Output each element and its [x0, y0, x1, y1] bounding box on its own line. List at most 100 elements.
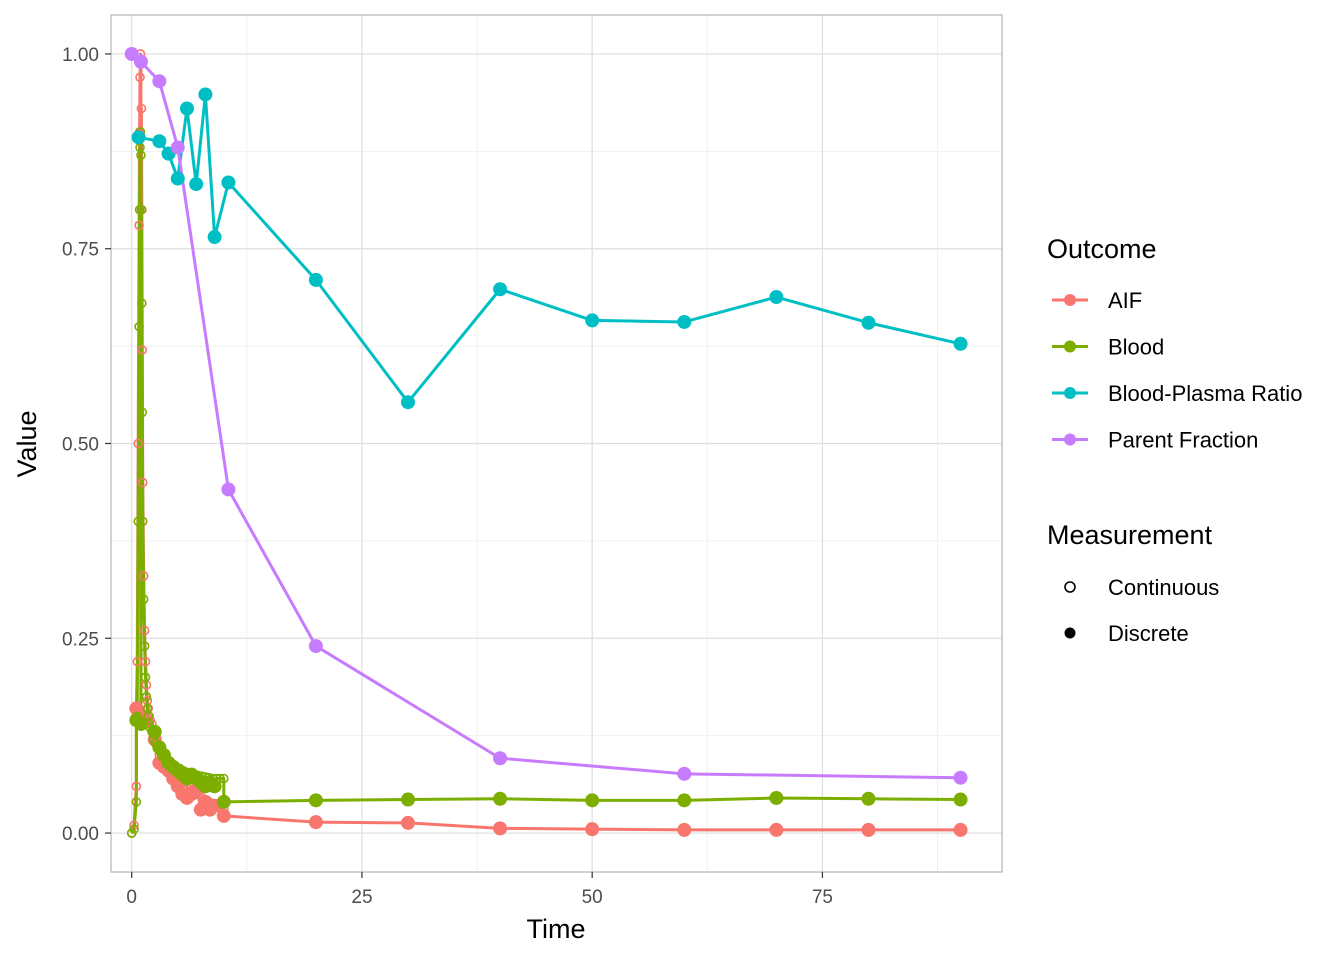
blood-continuous-point	[219, 773, 229, 784]
aif-continuous-point	[137, 477, 148, 488]
series-points	[124, 46, 968, 838]
legend-discrete-marker	[1064, 627, 1076, 639]
blood-plasma-ratio-discrete-point	[861, 315, 876, 330]
parent-fraction-discrete-point	[221, 482, 236, 497]
blood-discrete-point	[133, 716, 148, 731]
blood-plasma-ratio-discrete-point	[170, 171, 185, 186]
aif-discrete-point	[493, 821, 508, 836]
y-tick-label: 0.75	[62, 240, 99, 261]
aif-discrete-point	[861, 822, 876, 837]
blood-plasma-ratio-discrete-point	[221, 175, 236, 190]
y-axis-title: Value	[12, 410, 42, 477]
x-tick-label: 50	[582, 887, 603, 908]
y-tick-label: 0.25	[62, 629, 99, 650]
blood-continuous-point	[136, 150, 146, 161]
blood-plasma-ratio-discrete-point	[953, 336, 968, 351]
blood-plasma-ratio-discrete-point	[401, 395, 415, 410]
blood-continuous-point	[138, 594, 149, 605]
aif-continuous-point	[136, 103, 147, 114]
aif-discrete-point	[769, 822, 784, 837]
aif-continuous-point	[135, 72, 145, 83]
aif-discrete-point	[401, 815, 415, 830]
legend-continuous-marker	[1064, 581, 1076, 593]
x-axis-title: Time	[527, 914, 586, 944]
legend-aif-marker	[1064, 294, 1076, 306]
blood-plasma-ratio-discrete-point	[152, 134, 167, 149]
parent-fraction-discrete-point	[677, 766, 692, 781]
blood-continuous-point	[129, 824, 139, 834]
aif-continuous-point	[131, 781, 142, 792]
blood-plasma-ratio-discrete-point	[308, 272, 323, 287]
blood-continuous-point	[141, 691, 152, 702]
parent-fraction-discrete-point	[953, 770, 968, 785]
legend-measurement-items: Continuous Discrete	[1064, 575, 1219, 646]
blood-discrete-point	[953, 792, 968, 807]
legend-outcome-items: AIF Blood Blood-Plasma Ratio Parent Fractio…	[1052, 288, 1302, 453]
parent-fraction-discrete-point	[308, 639, 323, 654]
legend-blood-label: Blood	[1108, 335, 1164, 360]
parent-fraction-discrete-point	[124, 46, 139, 61]
x-tick-label: 0	[126, 887, 137, 908]
blood-continuous-point	[137, 298, 147, 309]
aif-discrete-point	[308, 815, 323, 830]
legend-blood-plasma-ratio-label: Blood-Plasma Ratio	[1108, 381, 1302, 406]
blood-continuous-point	[131, 797, 142, 807]
legend-aif-label: AIF	[1108, 288, 1142, 313]
blood-discrete-point	[401, 792, 415, 807]
blood-continuous-point	[140, 672, 151, 683]
blood-discrete-point	[147, 724, 162, 739]
parent-fraction-discrete-point	[152, 74, 167, 89]
legend-parent-fraction-marker	[1064, 433, 1076, 446]
blood-plasma-ratio-discrete-point	[585, 313, 600, 328]
parent-fraction-discrete-point	[133, 54, 148, 69]
blood-continuous-point	[134, 321, 144, 332]
legend-discrete-label: Discrete	[1108, 621, 1189, 646]
blood-plasma-ratio-discrete-point	[198, 87, 213, 102]
x-tick-label: 25	[351, 887, 372, 908]
blood-discrete-point	[493, 791, 508, 806]
blood-discrete-point	[216, 794, 231, 809]
aif-discrete-point	[585, 822, 600, 837]
blood-continuous-point	[139, 641, 150, 651]
blood-discrete-point	[308, 793, 323, 808]
blood-discrete-point	[861, 791, 876, 806]
aif-discrete-point	[216, 808, 231, 823]
y-tick-label: 0.00	[62, 824, 99, 845]
legend: Outcome AIF Blood Blood-Plasma Ratio Parent…	[1047, 234, 1302, 646]
aif-continuous-point	[138, 571, 149, 581]
x-axis-ticks: 0 25 50 75	[126, 872, 833, 908]
blood-plasma-ratio-discrete-point	[179, 101, 194, 116]
aif-discrete-point	[953, 822, 968, 837]
aif-continuous-point	[133, 438, 143, 449]
blood-plasma-ratio-discrete-point	[207, 230, 222, 245]
blood-discrete-point	[677, 793, 692, 808]
y-axis-ticks: 0.00 0.25 0.50 0.75 1.00	[62, 45, 111, 845]
blood-plasma-ratio-discrete-point	[493, 282, 508, 297]
aif-continuous-point	[139, 625, 150, 636]
blood-plasma-ratio-discrete-point	[131, 130, 146, 145]
aif-continuous-point	[140, 656, 151, 667]
x-tick-label: 75	[812, 887, 833, 908]
parent-fraction-discrete-point	[170, 140, 185, 155]
blood-discrete-point	[769, 790, 784, 805]
blood-continuous-point	[133, 516, 143, 527]
legend-blood-plasma-ratio-marker	[1064, 387, 1076, 399]
major-gridlines	[111, 15, 1002, 872]
blood-discrete-point	[207, 779, 222, 794]
legend-measurement-title: Measurement	[1047, 520, 1213, 550]
legend-outcome-title: Outcome	[1047, 234, 1157, 264]
aif-continuous-point	[134, 220, 144, 231]
aif-discrete-point	[677, 822, 692, 837]
legend-continuous-label: Continuous	[1108, 575, 1219, 600]
blood-continuous-point	[137, 516, 148, 527]
legend-parent-fraction-label: Parent Fraction	[1108, 428, 1258, 453]
blood-continuous-point	[136, 204, 147, 215]
blood-plasma-ratio-discrete-point	[769, 290, 784, 305]
y-tick-label: 1.00	[62, 45, 99, 66]
blood-plasma-ratio-discrete-point	[189, 177, 204, 192]
blood-discrete-point	[585, 793, 600, 808]
aif-continuous-point	[137, 345, 148, 355]
blood-plasma-ratio-discrete-point	[677, 314, 692, 329]
y-tick-label: 0.50	[62, 435, 99, 456]
